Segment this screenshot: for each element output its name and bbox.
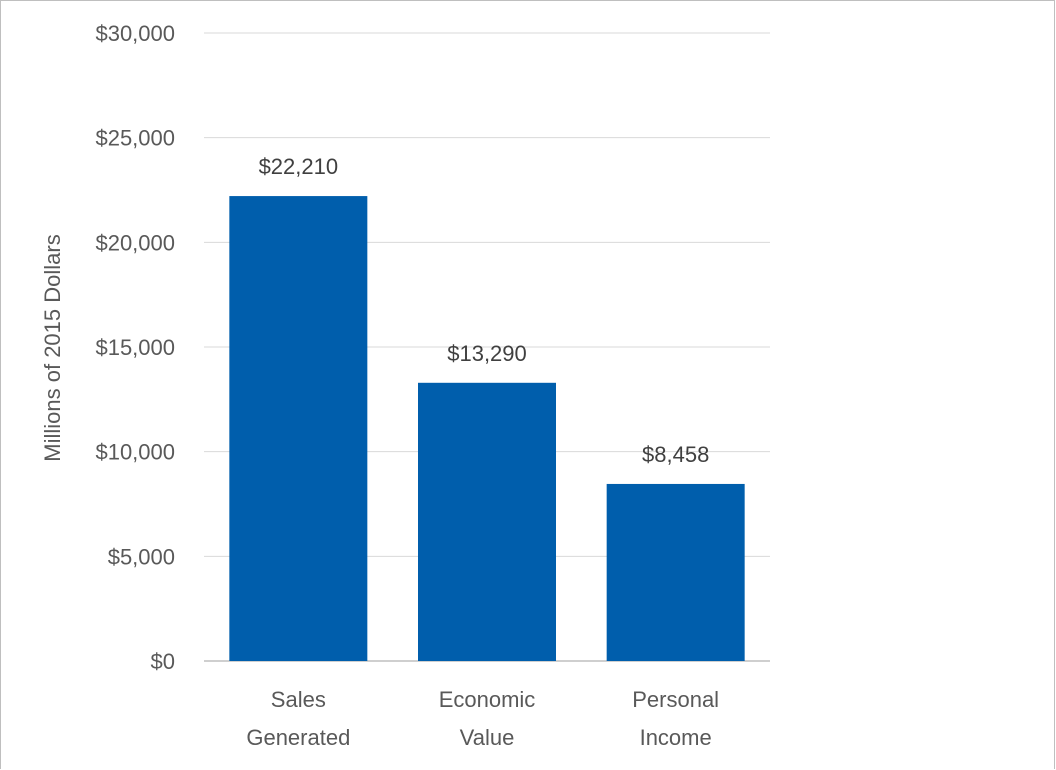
- y-axis-ticks: $0 $5,000 $10,000 $15,000 $20,000 $25,000 $30,…: [95, 21, 175, 674]
- category-label-line: Value: [460, 725, 515, 750]
- category-label: Sales Generated: [246, 687, 350, 750]
- category-label-line: Income: [640, 725, 712, 750]
- bar: [418, 382, 556, 661]
- bar: [606, 483, 745, 661]
- bars: [229, 196, 745, 661]
- data-label: $22,210: [259, 154, 339, 179]
- y-tick-label: $0: [151, 649, 175, 674]
- data-label: $8,458: [642, 442, 709, 467]
- category-label-line: Sales: [271, 687, 326, 712]
- x-axis-categories: Sales Generated Economic Value Personal Incom…: [246, 687, 719, 750]
- data-label: $13,290: [447, 341, 527, 366]
- y-tick-label: $5,000: [108, 544, 175, 569]
- y-tick-label: $30,000: [95, 21, 175, 46]
- category-label: Economic Value: [439, 687, 536, 750]
- y-tick-label: $10,000: [95, 440, 175, 465]
- category-label: Personal Income: [632, 687, 719, 750]
- y-tick-label: $25,000: [95, 126, 175, 151]
- category-label-line: Generated: [246, 725, 350, 750]
- data-labels: $22,210 $13,290 $8,458: [259, 154, 710, 467]
- y-tick-label: $20,000: [95, 230, 175, 255]
- category-label-line: Personal: [632, 687, 719, 712]
- y-tick-label: $15,000: [95, 335, 175, 360]
- y-axis-label: Millions of 2015 Dollars: [40, 234, 65, 461]
- bar: [229, 196, 368, 661]
- category-label-line: Economic: [439, 687, 536, 712]
